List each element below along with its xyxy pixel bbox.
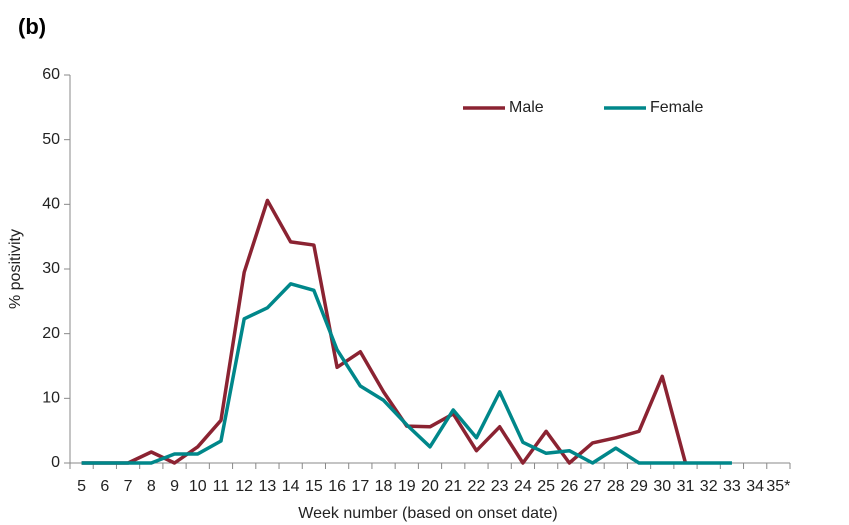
- x-tick-label: 12: [235, 478, 253, 495]
- x-tick-label: 35*: [766, 478, 790, 495]
- legend-label: Male: [509, 99, 544, 116]
- x-tick-label: 18: [375, 478, 393, 495]
- x-tick-label: 10: [189, 478, 207, 495]
- y-tick-label: 20: [42, 325, 60, 342]
- y-tick-label: 50: [42, 131, 60, 148]
- legend-label: Female: [650, 99, 703, 116]
- x-tick-label: 19: [398, 478, 416, 495]
- y-tick-label: 10: [42, 390, 60, 407]
- x-tick-label: 27: [584, 478, 602, 495]
- x-tick-label: 22: [468, 478, 486, 495]
- y-tick-label: 30: [42, 260, 60, 277]
- x-tick-label: 24: [514, 478, 532, 495]
- x-tick-label: 11: [213, 478, 230, 495]
- x-tick-label: 29: [630, 478, 648, 495]
- x-tick-label: 13: [259, 478, 277, 495]
- x-tick-label: 32: [700, 478, 718, 495]
- x-tick-label: 8: [147, 478, 156, 495]
- series-line: [81, 198, 688, 465]
- x-tick-label: 30: [653, 478, 671, 495]
- y-tick-label: 60: [42, 66, 60, 83]
- series-line: [81, 282, 732, 465]
- x-tick-label: 6: [100, 478, 109, 495]
- x-tick-label: 17: [351, 478, 369, 495]
- x-tick-label: 20: [421, 478, 439, 495]
- x-tick-label: 14: [282, 478, 300, 495]
- y-tick-label: 0: [51, 454, 60, 471]
- x-tick-label: 34: [746, 478, 764, 495]
- y-tick-label: 40: [42, 196, 60, 213]
- chart-title: (b): [18, 14, 46, 39]
- x-tick-label: 16: [328, 478, 346, 495]
- x-tick-label: 28: [607, 478, 625, 495]
- x-tick-label: 31: [677, 478, 695, 495]
- x-tick-label: 25: [537, 478, 555, 495]
- x-tick-label: 15: [305, 478, 323, 495]
- x-tick-label: 9: [170, 478, 179, 495]
- x-tick-label: 5: [77, 478, 86, 495]
- x-tick-label: 33: [723, 478, 741, 495]
- x-axis-label: Week number (based on onset date): [298, 505, 557, 522]
- x-tick-label: 7: [124, 478, 133, 495]
- x-tick-label: 26: [560, 478, 578, 495]
- y-axis-label: % positivity: [7, 229, 24, 309]
- x-tick-label: 23: [491, 478, 509, 495]
- x-tick-label: 21: [444, 478, 462, 495]
